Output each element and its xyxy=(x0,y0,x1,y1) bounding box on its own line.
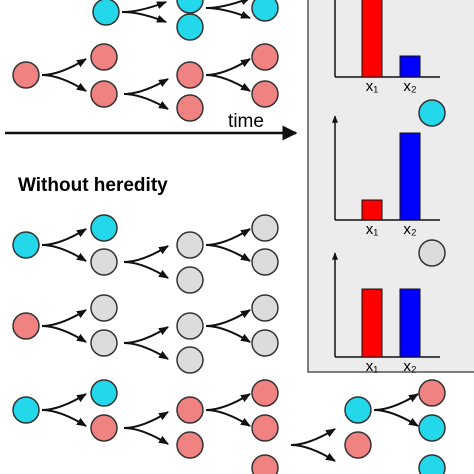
cell xyxy=(176,266,204,294)
cell xyxy=(90,414,118,442)
cell xyxy=(176,61,204,89)
branch-arrow xyxy=(121,1,167,13)
cell xyxy=(12,231,40,259)
cell xyxy=(418,239,446,267)
branch-arrow xyxy=(205,7,251,19)
cell xyxy=(344,396,372,424)
cell xyxy=(90,43,118,71)
x-tick-label: x₁ xyxy=(366,78,379,95)
branch-arrow xyxy=(123,342,169,360)
cell xyxy=(12,312,40,340)
cell xyxy=(251,329,279,357)
bar xyxy=(361,0,383,78)
cell xyxy=(176,94,204,122)
cell xyxy=(90,214,118,242)
x-tick-label: x₁ xyxy=(366,221,379,238)
cell xyxy=(418,414,446,442)
branch-arrow xyxy=(205,0,251,9)
x-tick-label: x₂ xyxy=(403,221,417,238)
cell xyxy=(176,312,204,340)
cell xyxy=(90,329,118,357)
cell xyxy=(90,80,118,108)
cell xyxy=(251,379,279,407)
cell xyxy=(176,0,204,14)
cell xyxy=(176,431,204,459)
branch-arrow xyxy=(373,409,419,427)
branch-arrow xyxy=(41,58,87,76)
section-title: Without heredity xyxy=(18,175,168,196)
branch-arrow xyxy=(205,58,251,76)
cell xyxy=(176,396,204,424)
branch-arrow xyxy=(123,411,169,429)
x-tick-label: x₂ xyxy=(403,358,417,375)
branch-arrow xyxy=(205,244,251,262)
branch-arrow xyxy=(205,228,251,246)
branch-arrow xyxy=(41,228,87,246)
bar xyxy=(399,132,421,221)
branch-arrow xyxy=(121,11,167,23)
branch-arrow xyxy=(123,261,169,279)
cell xyxy=(92,0,120,26)
cell xyxy=(176,13,204,41)
cell xyxy=(251,414,279,442)
cell xyxy=(251,43,279,71)
bar xyxy=(399,288,421,358)
branch-arrow xyxy=(290,444,336,462)
branch-arrow xyxy=(123,93,169,110)
cell xyxy=(12,396,40,424)
branch-arrow xyxy=(123,427,169,445)
cell xyxy=(176,231,204,259)
branch-arrow xyxy=(205,393,251,411)
x-tick-label: x₁ xyxy=(366,358,379,375)
bar xyxy=(361,288,383,358)
cell xyxy=(251,0,279,22)
branch-arrow xyxy=(205,409,251,427)
cell xyxy=(251,294,279,322)
branch-arrow xyxy=(290,428,336,446)
branch-arrow xyxy=(123,326,169,344)
branch-arrow xyxy=(41,409,87,427)
cell xyxy=(12,61,40,89)
branch-arrow xyxy=(41,244,87,262)
branch-arrow xyxy=(205,309,251,327)
branch-arrow xyxy=(41,325,87,343)
branch-arrow xyxy=(205,325,251,343)
bar xyxy=(361,199,383,221)
cell xyxy=(344,431,372,459)
branch-arrow xyxy=(373,393,419,411)
cell xyxy=(418,379,446,407)
branch-arrow xyxy=(123,78,169,95)
cell xyxy=(90,294,118,322)
cell xyxy=(251,454,279,474)
time-label: time xyxy=(228,111,264,132)
cell xyxy=(90,379,118,407)
branch-arrow xyxy=(205,74,251,92)
cell xyxy=(418,454,446,474)
branch-arrow xyxy=(41,74,87,92)
cell xyxy=(90,248,118,276)
cell xyxy=(418,99,446,127)
bar xyxy=(399,55,421,78)
branch-arrow xyxy=(123,245,169,263)
cell xyxy=(251,80,279,108)
cell xyxy=(251,214,279,242)
branch-arrow xyxy=(41,393,87,411)
x-tick-label: x₂ xyxy=(403,78,417,95)
cell xyxy=(251,248,279,276)
branch-arrow xyxy=(41,309,87,327)
cell xyxy=(176,346,204,374)
panel-box xyxy=(307,0,474,373)
